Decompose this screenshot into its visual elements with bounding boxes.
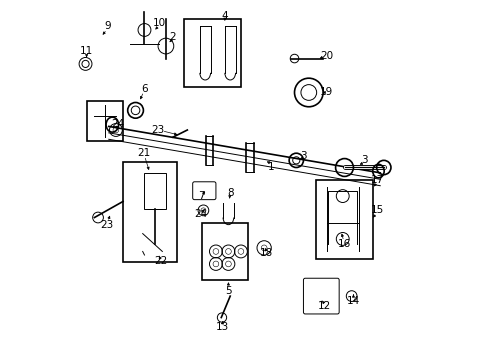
Text: 18: 18 — [260, 248, 273, 258]
Text: 10: 10 — [153, 18, 166, 28]
Text: 7: 7 — [198, 191, 204, 201]
Bar — [183, 19, 241, 87]
Bar — [123, 162, 176, 262]
Text: 9: 9 — [104, 21, 111, 31]
Bar — [87, 102, 123, 141]
Text: 17: 17 — [370, 175, 383, 185]
Text: 5: 5 — [224, 286, 231, 296]
Text: 1: 1 — [267, 162, 274, 172]
Text: 3: 3 — [360, 156, 366, 165]
Bar — [144, 173, 165, 208]
Text: 4: 4 — [221, 11, 228, 21]
Text: 2: 2 — [169, 32, 175, 42]
Text: 15: 15 — [370, 205, 383, 215]
Text: 16: 16 — [337, 239, 350, 249]
Text: 24: 24 — [194, 209, 207, 219]
Text: 23: 23 — [100, 220, 113, 230]
Bar — [201, 223, 247, 280]
Text: 3: 3 — [300, 151, 306, 161]
Text: 8: 8 — [226, 188, 233, 198]
Bar — [315, 180, 372, 258]
Text: 22: 22 — [154, 256, 167, 266]
Text: 11: 11 — [80, 46, 93, 56]
Text: 24: 24 — [111, 118, 124, 129]
Text: 14: 14 — [346, 296, 359, 306]
Text: 12: 12 — [318, 301, 331, 311]
Text: 13: 13 — [215, 322, 228, 332]
Text: 21: 21 — [137, 148, 150, 158]
Text: 20: 20 — [320, 51, 332, 61]
Text: 6: 6 — [141, 84, 147, 94]
Text: 23: 23 — [151, 125, 164, 135]
Text: 19: 19 — [319, 87, 333, 98]
